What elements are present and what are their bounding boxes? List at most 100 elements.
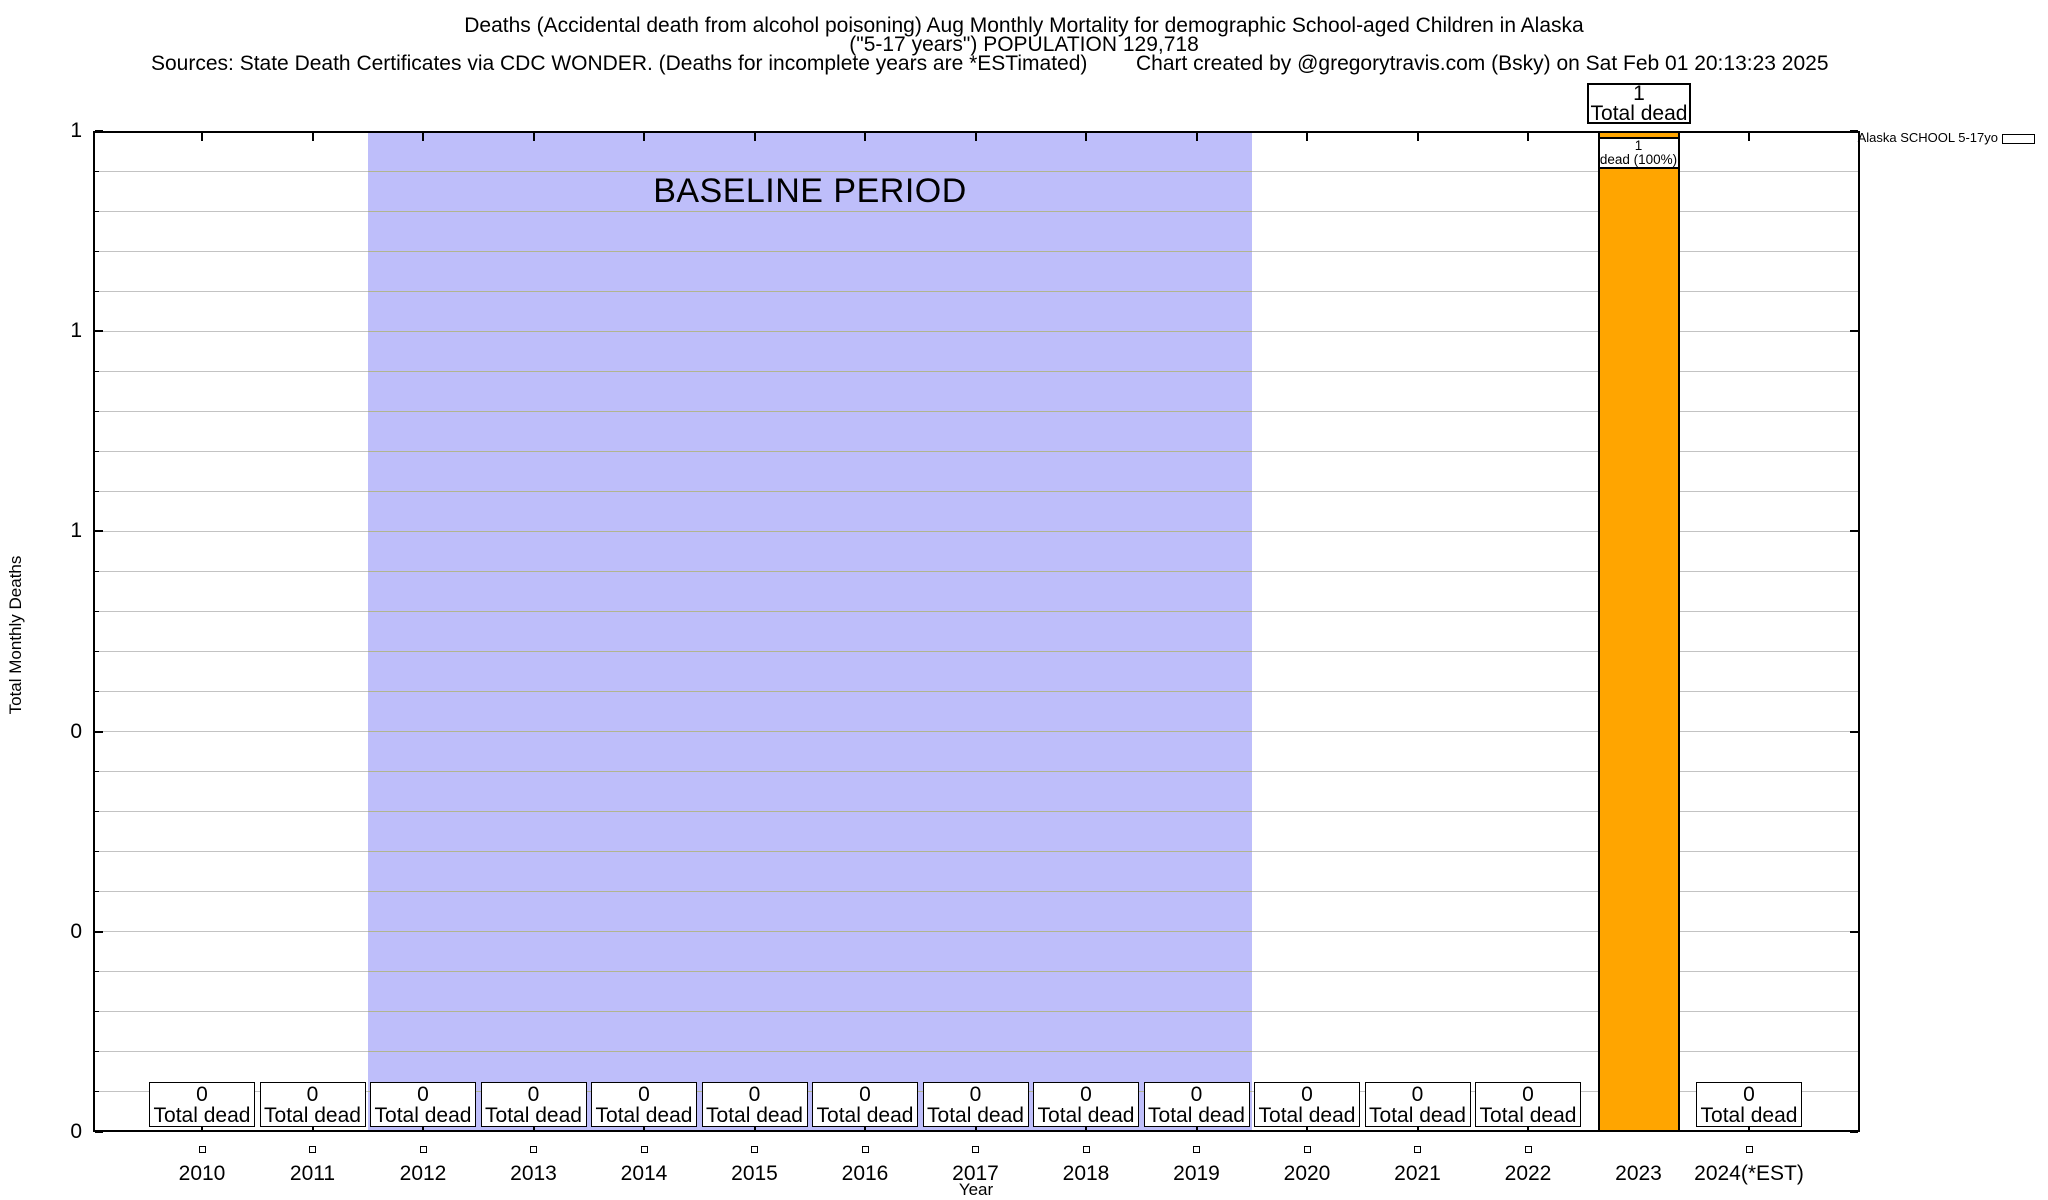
x2-tick	[974, 133, 977, 141]
zero-box-stem	[974, 1126, 977, 1132]
y-major-tick-right	[1850, 130, 1858, 132]
y-major-tick-right	[1850, 1131, 1858, 1133]
y-minor-tick	[95, 410, 99, 412]
zero-total-dead-box: 0 Total dead	[1475, 1082, 1581, 1127]
y-tick-label: 1	[70, 319, 82, 343]
zero-box-label: Total dead	[1369, 1103, 1466, 1127]
x-tick-label: 2010	[178, 1162, 226, 1185]
y-minor-tick	[95, 370, 99, 372]
gridline	[93, 811, 1860, 813]
x2-tick	[311, 133, 314, 141]
y-minor-tick	[95, 1091, 99, 1093]
baseline-period-band	[367, 133, 1252, 1130]
x-tick-label: 2012	[399, 1162, 447, 1185]
x-tick-label: 2024(*EST)	[1694, 1162, 1804, 1185]
zero-box-value: 0	[1522, 1082, 1534, 1106]
y-major-tick	[95, 130, 103, 132]
y-minor-tick	[95, 811, 99, 813]
y-minor-tick	[95, 1051, 99, 1053]
y-minor-tick	[95, 610, 99, 612]
zero-point-marker	[1414, 1146, 1421, 1153]
gridline	[93, 610, 1860, 612]
gridline	[93, 1011, 1860, 1013]
x-axis-title: Year	[958, 1180, 994, 1199]
zero-point-marker	[1193, 1146, 1200, 1153]
zero-box-stem	[864, 1126, 866, 1132]
legend-color-swatch	[2002, 134, 2035, 144]
gridline	[93, 490, 1860, 492]
zero-point-marker	[1745, 1146, 1753, 1153]
zero-total-dead-box: 0 Total dead	[1254, 1082, 1360, 1127]
x-tick-label: 2019	[1173, 1162, 1220, 1185]
zero-point-marker	[1303, 1146, 1311, 1153]
y-minor-tick	[95, 490, 99, 492]
zero-box-stem	[1085, 1126, 1087, 1132]
zero-box-label: Total dead	[1258, 1103, 1356, 1127]
y-tick-label: 1	[70, 519, 82, 543]
y-axis-title: Total Monthly Deaths	[6, 555, 25, 715]
zero-total-dead-box: 0 Total dead	[370, 1082, 476, 1127]
zero-total-dead-box: 0 Total dead	[591, 1082, 697, 1127]
zero-box-label: Total dead	[1037, 1103, 1135, 1127]
bar-percentage-callout: 1 dead (100%)	[1597, 137, 1680, 169]
zero-box-value: 0	[417, 1082, 429, 1106]
gridline	[93, 851, 1860, 853]
x-tick-label: 2020	[1283, 1162, 1331, 1185]
bar-percentage-label: dead (100%)	[1599, 152, 1678, 167]
gridline	[93, 891, 1860, 893]
y-major-tick	[95, 930, 103, 933]
zero-box-label: Total dead	[595, 1103, 693, 1127]
y-minor-tick	[95, 651, 99, 653]
x-tick-label: 2021	[1394, 1162, 1441, 1185]
y-major-tick-right	[1850, 330, 1858, 333]
x-tick-label: 2018	[1062, 1162, 1110, 1185]
zero-box-label: Total dead	[1479, 1103, 1577, 1127]
zero-box-label: Total dead	[927, 1103, 1024, 1127]
gridline	[93, 170, 1860, 172]
gridline	[93, 530, 1860, 532]
zero-box-stem	[1306, 1126, 1308, 1132]
zero-box-value: 0	[1190, 1082, 1203, 1106]
gridline	[93, 370, 1860, 372]
zero-point-marker	[530, 1146, 537, 1153]
zero-point-marker	[309, 1146, 316, 1153]
bar-percentage-value: 1	[1634, 137, 1643, 153]
zero-total-dead-box: 0 Total dead	[922, 1082, 1029, 1127]
zero-box-label: Total dead	[1148, 1103, 1245, 1127]
x2-tick	[1195, 133, 1198, 141]
x2-tick	[422, 133, 424, 141]
y-tick-label: 0	[70, 1120, 82, 1143]
gridline	[93, 410, 1860, 412]
y-minor-tick	[95, 250, 99, 252]
zero-box-value: 0	[1080, 1082, 1092, 1106]
bar-total-dead-label: Total dead	[1590, 101, 1688, 125]
x2-tick	[1085, 133, 1087, 141]
chart-title-line2: ("5-17 years") POPULATION 129,718	[849, 33, 1199, 56]
gridline	[93, 210, 1860, 212]
zero-box-stem	[1527, 1126, 1529, 1132]
y-minor-tick	[95, 891, 99, 893]
x2-tick	[753, 133, 756, 141]
zero-box-value: 0	[527, 1082, 540, 1106]
zero-box-value: 0	[969, 1082, 982, 1106]
x-tick-label: 2015	[731, 1162, 778, 1185]
zero-total-dead-box: 0 Total dead	[1364, 1082, 1471, 1127]
gridline	[93, 290, 1860, 292]
zero-point-marker	[751, 1146, 758, 1153]
y-minor-tick	[95, 771, 99, 773]
zero-box-value: 0	[638, 1082, 650, 1106]
y-minor-tick	[95, 210, 99, 212]
y-minor-tick	[95, 691, 99, 693]
zero-box-stem	[753, 1126, 756, 1132]
zero-total-dead-box: 0 Total dead	[149, 1082, 255, 1127]
gridline	[93, 771, 1860, 773]
zero-box-value: 0	[1301, 1082, 1313, 1106]
zero-box-label: Total dead	[153, 1103, 251, 1127]
zero-total-dead-box: 0 Total dead	[1143, 1082, 1250, 1127]
y-minor-tick	[95, 450, 99, 452]
zero-point-marker	[198, 1146, 206, 1153]
x-tick-label: 2016	[841, 1162, 889, 1185]
zero-box-label: Total dead	[1700, 1103, 1798, 1127]
zero-box-label: Total dead	[374, 1103, 472, 1127]
